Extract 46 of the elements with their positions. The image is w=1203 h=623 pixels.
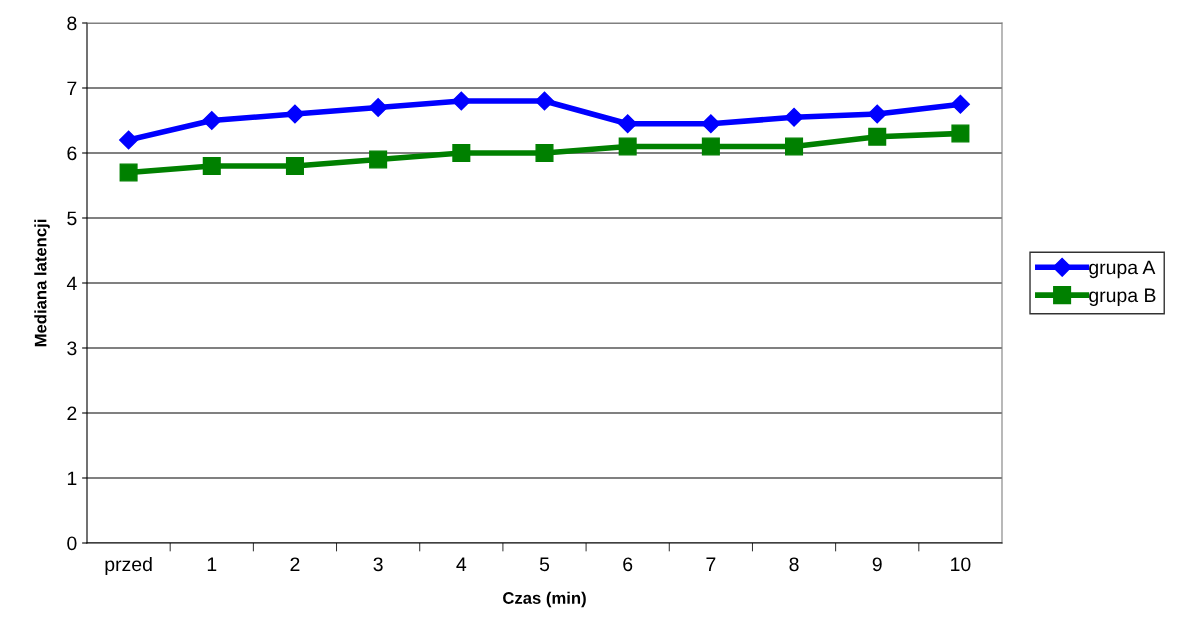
- x-tick-label: 7: [706, 557, 716, 571]
- y-tick-label: 3: [67, 341, 77, 356]
- y-tick-label: 1: [67, 471, 77, 486]
- point: [951, 124, 970, 143]
- point: [285, 104, 305, 124]
- x-tick-label: 5: [539, 557, 550, 572]
- point: [618, 114, 638, 134]
- x-tick-label: 9: [872, 557, 882, 572]
- point: [119, 163, 138, 182]
- point: [535, 143, 554, 163]
- y-tick-label: 7: [67, 81, 77, 96]
- point: [202, 156, 221, 176]
- x-tick-label: 1: [207, 557, 217, 571]
- point: [701, 114, 721, 134]
- point: [618, 137, 637, 156]
- point: [452, 143, 471, 163]
- point: [119, 130, 139, 150]
- point: [534, 91, 555, 111]
- y-tick-label: 4: [66, 276, 77, 291]
- y-tick-label: 6: [67, 146, 77, 161]
- point: [950, 94, 970, 114]
- y-tick-label: 2: [67, 406, 77, 421]
- x-tick-label: 8: [789, 557, 799, 572]
- point: [202, 110, 222, 131]
- legend-label: grupa B: [1089, 288, 1156, 306]
- x-tick-label: 4: [456, 557, 467, 571]
- point: [285, 156, 304, 176]
- x-tick-label: 6: [623, 557, 633, 572]
- point: [784, 107, 804, 127]
- y-axis-title: Mediana latencji: [34, 219, 50, 347]
- x-axis-title: Czas (min): [503, 591, 586, 608]
- y-tick-label: 8: [67, 16, 77, 31]
- point: [868, 127, 887, 146]
- x-tick-label: przed: [105, 556, 152, 576]
- point: [368, 97, 388, 118]
- point: [867, 104, 887, 124]
- x-tick-label: 2: [290, 557, 300, 571]
- y-tick-label: 0: [67, 536, 77, 551]
- point: [785, 137, 804, 156]
- point: [701, 137, 720, 156]
- legend-label: grupa A: [1089, 260, 1156, 279]
- x-tick-label: 10: [951, 557, 971, 572]
- x-tick-label: 3: [373, 557, 383, 572]
- y-tick-label: 5: [67, 211, 77, 226]
- point: [369, 150, 388, 169]
- point: [451, 91, 471, 111]
